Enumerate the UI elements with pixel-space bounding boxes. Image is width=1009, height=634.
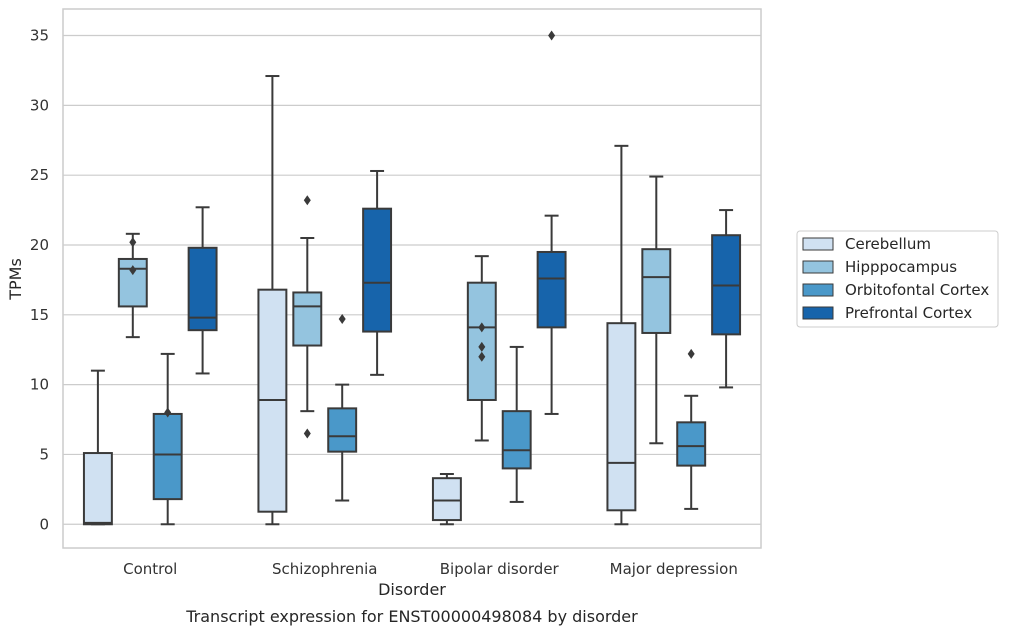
box-body [327,407,358,453]
box-body [292,291,323,347]
x-tick-label: Major depression [610,560,738,578]
box-plot-item [362,169,393,376]
outlier-point [129,237,137,248]
series-prefrontal-cortex [187,30,742,415]
box-plot-item [327,313,358,502]
legend-label: Prefrontal Cortex [845,304,972,322]
legend-label: Cerebellum [845,235,931,253]
box-plot-item [117,232,148,339]
y-axis-ticks: 0 5 10 15 20 25 30 35 [30,27,49,534]
y-tick-label: 10 [30,376,49,394]
box-body [152,412,183,501]
outlier-point [687,348,695,359]
box-body [82,452,113,526]
box-body [431,477,462,522]
outlier-point [303,428,311,439]
legend-swatch [802,237,834,251]
y-tick-label: 20 [30,236,49,254]
box-plot-item [711,209,742,389]
y-tick-label: 5 [39,445,49,463]
x-axis-label: Disorder [378,580,446,599]
outlier-point [164,407,172,418]
series-orbitofontal-cortex [152,313,707,526]
outlier-point [548,30,556,41]
box-plot-item [606,144,637,526]
plot-area-frame [62,8,762,549]
y-tick-label: 35 [30,27,49,45]
legend-swatch [802,260,834,274]
legend-label: Orbitofontal Cortex [845,281,989,299]
box-body [676,421,707,467]
box-series [82,30,742,526]
outlier-point [303,195,311,206]
box-body [641,248,672,334]
x-tick-label: Control [123,560,177,578]
box-plot-item [292,195,323,439]
box-plot-item [501,345,532,503]
figure-caption: Transcript expression for ENST0000049808… [185,607,638,626]
box-plot-item [431,472,462,526]
outlier-point [478,322,486,333]
legend: Cerebellum Hipppocampus Orbitofontal Corte… [796,230,999,328]
legend-swatch [802,283,834,297]
x-tick-label: Schizophrenia [272,560,377,578]
box-plot-item [466,255,497,442]
outlier-point [478,351,486,362]
box-plot-item [641,175,672,445]
outlier-point [129,265,137,276]
legend-label: Hipppocampus [845,258,957,276]
y-tick-label: 25 [30,166,49,184]
box-body [536,250,567,329]
legend-frame [796,230,999,328]
box-plot-item [82,369,113,526]
series-cerebellum [82,75,637,526]
legend-swatch [802,306,834,320]
box-body [606,322,637,512]
box-body [501,410,532,470]
x-axis-ticks: Control Schizophrenia Bipolar disorder Majo… [123,560,738,578]
box-body [362,207,393,333]
x-tick-label: Bipolar disorder [440,560,560,578]
outlier-point [338,313,346,324]
box-plot-item [676,348,707,510]
y-tick-label: 30 [30,96,49,114]
y-axis-label: TPMs [6,258,25,301]
y-tick-label: 15 [30,306,49,324]
box-plot-item [152,352,183,526]
box-body [187,246,218,332]
box-plot-item [187,206,218,375]
box-plot-item [257,75,288,526]
y-tick-label: 0 [39,515,49,533]
series-hipppocampus [117,175,672,445]
box-plot-item [536,30,567,415]
outlier-point [478,341,486,352]
box-body [466,281,497,401]
